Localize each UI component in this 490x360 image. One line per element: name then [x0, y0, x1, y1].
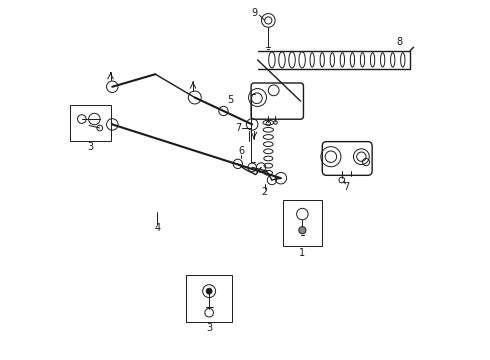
Text: 7: 7: [343, 182, 349, 192]
Text: 3: 3: [88, 142, 94, 152]
Bar: [283, 200, 322, 246]
Text: 2: 2: [262, 187, 268, 197]
Text: 9: 9: [251, 8, 257, 18]
Text: 6: 6: [238, 146, 245, 156]
Circle shape: [206, 288, 212, 294]
Circle shape: [299, 226, 306, 234]
Text: 8: 8: [396, 37, 402, 47]
FancyBboxPatch shape: [251, 83, 303, 119]
Bar: [186, 275, 232, 321]
Text: 4: 4: [154, 223, 160, 233]
FancyBboxPatch shape: [322, 141, 372, 175]
Text: 5: 5: [227, 95, 234, 105]
Text: 7: 7: [235, 123, 242, 133]
Text: 3: 3: [206, 323, 212, 333]
Text: 1: 1: [299, 248, 305, 258]
Bar: [70, 105, 111, 140]
